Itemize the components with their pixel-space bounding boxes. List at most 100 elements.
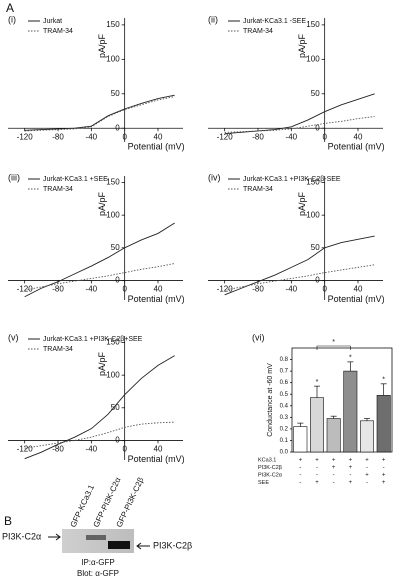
x-tick-label: 0: [122, 285, 127, 294]
series-line: [24, 421, 175, 449]
x-tick-label: -40: [86, 132, 98, 141]
legend-label: TRAM-34: [243, 28, 273, 35]
x-tick-label: 0: [322, 285, 327, 294]
bar: [376, 395, 391, 453]
table-cell: +: [349, 458, 353, 464]
x-tick-label: 0: [122, 132, 127, 141]
arrow: [136, 542, 150, 550]
x-tick-label: 40: [154, 132, 163, 141]
band-label: PI3K-C2α: [2, 531, 41, 541]
y-tick-label: 150: [306, 178, 320, 187]
y-tick-label: 150: [106, 178, 120, 187]
series-line: [224, 116, 375, 133]
y-tick-label: 0.1: [280, 438, 289, 444]
y-tick-label: 100: [106, 54, 120, 63]
series-line: [224, 264, 375, 291]
table-cell: -: [299, 465, 301, 471]
x-tick-label: -40: [86, 285, 98, 294]
y-tick-label: 50: [111, 243, 120, 252]
x-tick-label: -80: [252, 285, 264, 294]
table-cell: -: [366, 465, 368, 471]
y-tick-label: 50: [311, 89, 320, 98]
panel-label: (i): [8, 14, 16, 24]
blot-band: [108, 541, 130, 549]
bar: [310, 397, 324, 453]
plot-frame: [291, 347, 393, 453]
y-tick-label: 0.3: [280, 415, 289, 421]
panel-label: (vi): [252, 332, 265, 342]
y-tick-label: 150: [306, 20, 320, 29]
x-tick-label: -40: [286, 285, 298, 294]
table-cell: +: [382, 458, 386, 464]
x-tick-label: -120: [217, 132, 234, 141]
y-axis-label: pA/pF: [97, 351, 107, 376]
significance: *: [349, 355, 352, 362]
x-tick-label: 40: [154, 285, 163, 294]
significance: *: [316, 379, 319, 386]
y-tick-label: 0.2: [280, 426, 289, 432]
y-axis-label: pA/pF: [97, 191, 107, 216]
legend-label: Jurkat: [43, 18, 62, 25]
table-cell: +: [365, 473, 369, 479]
y-tick-label: 0.7: [280, 369, 289, 375]
table-cell: +: [365, 458, 369, 464]
y-tick-label: 0.6: [280, 380, 289, 386]
table-row-label: KCa3.1: [258, 457, 276, 463]
table-cell: -: [333, 480, 335, 486]
y-tick-label: 0: [115, 276, 120, 285]
table-cell: -: [316, 465, 318, 471]
blot-band: [86, 535, 106, 540]
table-cell: -: [383, 465, 385, 471]
table-cell: +: [332, 458, 336, 464]
legend-label: TRAM-34: [43, 346, 73, 353]
x-tick-label: -40: [86, 445, 98, 454]
table-cell: +: [382, 473, 386, 479]
legend-label: Jurkat-KCa3.1 +PI3K-C2β-SEE: [243, 176, 341, 183]
y-tick-label: 0.8: [280, 357, 289, 363]
y-tick-label: 150: [106, 338, 120, 347]
significance: *: [382, 377, 385, 384]
x-tick-label: 40: [354, 132, 363, 141]
y-tick-label: 100: [306, 54, 320, 63]
x-tick-label: -80: [52, 445, 64, 454]
table-row-label: PI3K-C2β: [258, 465, 282, 471]
table-cell: +: [332, 465, 336, 471]
table-cell: -: [366, 480, 368, 486]
bar: [326, 418, 341, 453]
legend-label: TRAM-34: [43, 28, 73, 35]
x-tick-label: -40: [286, 132, 298, 141]
series-line: [24, 263, 175, 291]
legend-label: TRAM-34: [43, 186, 73, 193]
x-tick-label: -80: [252, 132, 264, 141]
y-tick-label: 100: [306, 210, 320, 219]
table-row-label: SEE: [258, 480, 269, 486]
panel-label: (iii): [8, 172, 20, 182]
table-cell: -: [349, 473, 351, 479]
table-cell: -: [299, 473, 301, 479]
y-tick-label: 0: [115, 123, 120, 132]
x-axis-label: Potential (mV): [328, 294, 385, 304]
table-cell: +: [299, 458, 303, 464]
x-axis-label: Potential (mV): [128, 142, 185, 152]
y-tick-label: 50: [111, 89, 120, 98]
series-line: [24, 222, 175, 298]
x-tick-label: -120: [17, 132, 34, 141]
series-line: [24, 96, 175, 132]
blot-label: Blot: α-GFP: [77, 569, 119, 578]
y-tick-label: 150: [106, 20, 120, 29]
y-axis-label: pA/pF: [297, 191, 307, 216]
y-tick-label: 0: [115, 436, 120, 445]
bracket: [316, 345, 351, 350]
x-tick-label: -120: [217, 285, 234, 294]
table-cell: +: [315, 458, 319, 464]
y-tick-label: 0.5: [280, 392, 289, 398]
legend-label: Jurkat-KCa3.1 +PI3K-C2β+SEE: [43, 336, 143, 343]
x-axis-label: Potential (mV): [128, 294, 185, 304]
y-axis-label: pA/pF: [97, 33, 107, 58]
x-tick-label: -120: [17, 445, 34, 454]
arrow: [48, 533, 61, 541]
series-line: [24, 355, 175, 460]
band-label: PI3K-C2β: [153, 540, 192, 550]
x-tick-label: -120: [17, 285, 34, 294]
